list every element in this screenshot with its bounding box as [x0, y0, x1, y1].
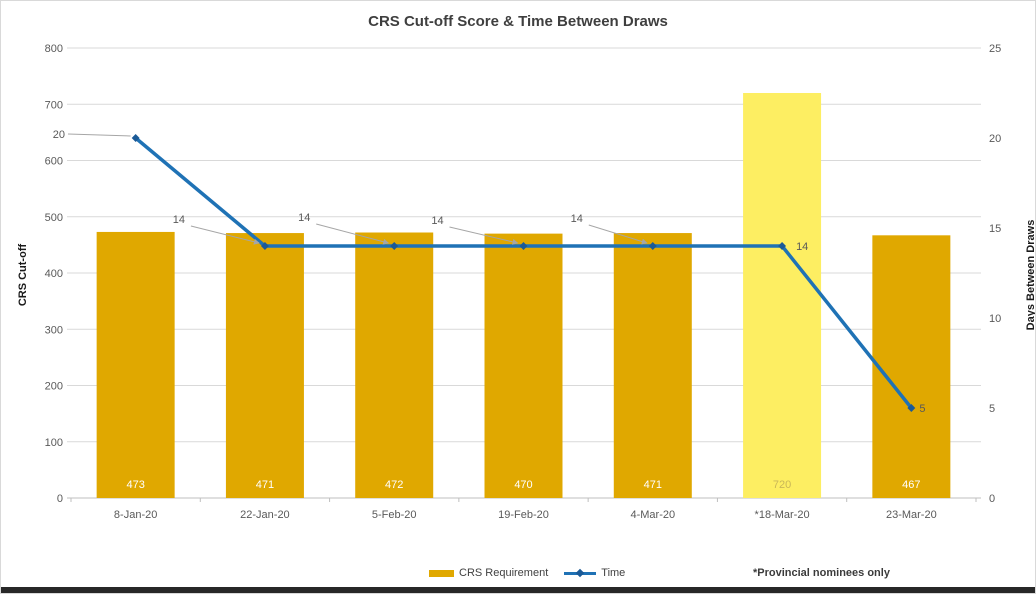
line-value-label: 14 — [571, 213, 583, 225]
right-axis-tick-label: 25 — [989, 43, 1001, 55]
right-axis-tick-label: 5 — [989, 403, 995, 415]
x-axis-label: 23-Mar-20 — [886, 509, 937, 521]
bar-value-label: 472 — [385, 479, 403, 491]
left-axis-title: CRS Cut-off — [17, 243, 29, 307]
bar-crs-requirement[interactable] — [225, 233, 304, 498]
bar-value-label: 471 — [644, 479, 662, 491]
left-axis-tick-label: 200 — [45, 381, 63, 393]
left-axis-tick-label: 600 — [45, 156, 63, 168]
x-axis-label: *18-Mar-20 — [755, 509, 810, 521]
legend-item-time[interactable]: Time — [564, 567, 625, 579]
bar-crs-requirement[interactable] — [743, 93, 822, 498]
left-axis-tick-label: 0 — [57, 493, 63, 505]
bar-value-label: 473 — [126, 479, 144, 491]
line-value-label: 14 — [431, 215, 443, 227]
chart-legend: CRS Requirement Time — [429, 567, 625, 579]
x-axis-label: 4-Mar-20 — [630, 509, 675, 521]
callout-leader-line — [190, 225, 260, 245]
right-axis-tick-label: 0 — [989, 493, 995, 505]
bar-value-label: 470 — [514, 479, 532, 491]
legend-label-time: Time — [601, 567, 626, 579]
left-axis-tick-label: 500 — [45, 212, 63, 224]
x-axis-label: 8-Jan-20 — [114, 509, 157, 521]
x-axis-label: 22-Jan-20 — [240, 509, 290, 521]
line-marker — [260, 242, 269, 250]
bar-swatch-icon — [429, 569, 454, 577]
bar-value-label: 471 — [256, 479, 274, 491]
x-axis-label: 5-Feb-20 — [372, 509, 417, 521]
line-swatch-icon — [564, 568, 597, 578]
bar-value-label: 467 — [902, 479, 920, 491]
left-axis-tick-label: 100 — [45, 437, 63, 449]
right-axis-tick-label: 20 — [989, 133, 1001, 145]
right-axis-tick-label: 10 — [989, 313, 1001, 325]
line-marker — [390, 242, 399, 250]
bar-crs-requirement[interactable] — [484, 233, 563, 498]
line-value-label: 14 — [298, 212, 310, 224]
callout-leader-line — [67, 133, 131, 137]
legend-item-crs-requirement[interactable]: CRS Requirement — [429, 567, 548, 579]
right-axis-tick-label: 15 — [989, 223, 1001, 235]
line-value-label: 14 — [173, 214, 185, 226]
chart-title: CRS Cut-off Score & Time Between Draws — [368, 13, 668, 30]
right-axis-title: Days Between Draws — [1025, 219, 1036, 331]
legend-label-crs-requirement: CRS Requirement — [459, 567, 549, 579]
line-value-label: 20 — [53, 129, 65, 141]
left-axis-tick-label: 800 — [45, 43, 63, 55]
left-axis-tick-label: 700 — [45, 99, 63, 111]
line-value-label: 14 — [796, 241, 808, 253]
callout-leader-line — [316, 223, 390, 245]
bar-value-label: 720 — [773, 479, 791, 491]
callout-leader-line — [588, 224, 648, 245]
bottom-edge-strip — [1, 587, 1035, 593]
bar-crs-requirement[interactable] — [613, 233, 692, 498]
bar-crs-requirement[interactable] — [872, 235, 951, 498]
callout-leader-line — [449, 226, 519, 245]
x-axis-label: 19-Feb-20 — [498, 509, 549, 521]
left-axis-tick-label: 400 — [45, 268, 63, 280]
bar-crs-requirement[interactable] — [355, 232, 434, 499]
left-axis-tick-label: 300 — [45, 324, 63, 336]
line-value-label: 5 — [919, 403, 925, 415]
bar-crs-requirement[interactable] — [96, 231, 175, 498]
footnote-provincial-nominees: *Provincial nominees only — [753, 567, 890, 579]
